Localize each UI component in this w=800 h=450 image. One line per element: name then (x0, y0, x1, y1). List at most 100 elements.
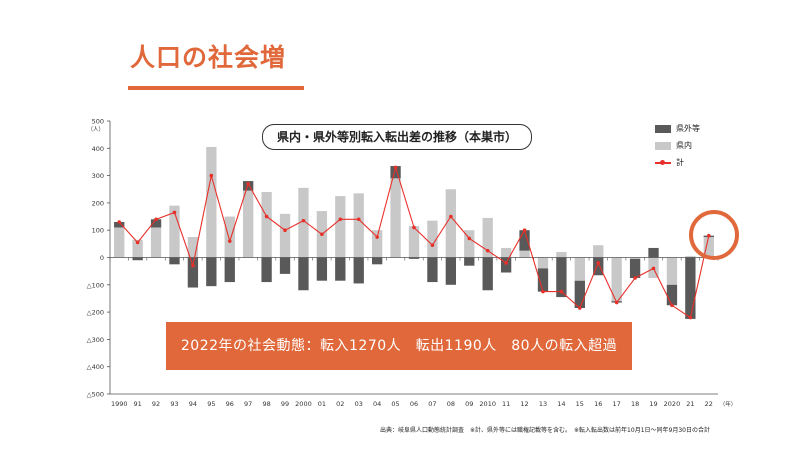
point-total (559, 289, 564, 294)
bar-kennai (187, 237, 199, 258)
bar-kennai (132, 239, 143, 258)
bar-kennai (279, 213, 291, 258)
x-unit-label: （年） (720, 400, 737, 408)
bar-kengai (666, 284, 678, 306)
y-tick-label: 400 (92, 145, 104, 153)
y-tick-label: △400 (87, 363, 104, 371)
point-total (541, 289, 545, 294)
point-total (246, 181, 250, 186)
bar-kennai (353, 193, 364, 258)
y-tick-label: △500 (87, 391, 104, 399)
bar-kengai (353, 257, 364, 284)
bar-kennai (445, 189, 457, 258)
x-tick-label: 19 (649, 400, 657, 408)
point-total (264, 214, 269, 219)
bar-kengai (335, 257, 346, 281)
legend-label-kennai: 県内 (676, 141, 692, 150)
x-tick-label: 99 (281, 400, 289, 408)
bar-kennai (482, 217, 493, 258)
bar-kengai (519, 230, 530, 251)
x-tick-label: 18 (631, 400, 639, 408)
bar-kennai (593, 245, 604, 258)
point-total (504, 261, 508, 265)
x-tick-label: 94 (189, 400, 197, 408)
legend-label-kengai: 県外等 (676, 124, 700, 133)
point-total (449, 214, 453, 219)
bar-kengai (187, 257, 199, 288)
point-total (412, 225, 416, 230)
source-note: 出典：岐阜県人口動態統計調査 ※計、県外等には職権記載等を含む。 ※転入転出数は… (380, 427, 710, 434)
bar-kennai (685, 256, 696, 258)
bar-kennai (150, 227, 162, 258)
x-tick-label: 2000 (295, 400, 312, 408)
bar-kennai (427, 220, 438, 258)
y-tick-label: 300 (92, 172, 104, 180)
point-total (393, 165, 398, 170)
x-tick-label: 16 (594, 400, 602, 408)
bar-kennai (335, 196, 346, 258)
x-tick-label: 03 (355, 400, 363, 408)
point-total (338, 217, 343, 222)
x-tick-label: 22 (705, 400, 713, 408)
x-tick-label: 91 (133, 400, 141, 408)
y-tick-label: △300 (87, 336, 104, 344)
bar-kengai (593, 257, 604, 276)
x-tick-label: 1990 (111, 400, 128, 408)
y-tick-label: △200 (87, 309, 104, 317)
point-total (301, 218, 306, 223)
legend-swatch-kennai (655, 141, 671, 150)
bar-kengai (224, 257, 235, 283)
bar-kennai (464, 230, 475, 258)
bar-kennai (519, 250, 530, 258)
bar-kengai (574, 280, 585, 309)
bar-kengai (556, 257, 567, 298)
bar-kengai (150, 219, 162, 228)
point-total (283, 228, 287, 232)
bar-kennai (371, 230, 383, 258)
bar-kengai (132, 257, 143, 261)
point-total (172, 210, 177, 215)
bar-kennai (206, 146, 217, 258)
bar-kengai (408, 257, 420, 259)
x-tick-label: 17 (613, 400, 621, 408)
point-total (633, 276, 637, 280)
bar-kennai (114, 227, 125, 258)
point-total (356, 217, 361, 222)
x-tick-label: 95 (207, 400, 215, 408)
x-tick-label: 13 (539, 400, 547, 408)
bar-kengai (114, 222, 125, 228)
legend-item-total: 計 (655, 154, 700, 171)
x-tick-label: 01 (318, 400, 326, 408)
bar-kengai (261, 257, 272, 283)
x-tick-label: 2020 (664, 400, 681, 408)
legend-label-total: 計 (676, 158, 684, 167)
bar-kennai (243, 190, 254, 258)
point-total (430, 243, 435, 248)
legend-swatch-kengai (655, 124, 671, 133)
chart-title: 県内・県外等別転入転出差の推移（本巣市） (262, 124, 532, 150)
point-total (596, 261, 601, 265)
bar-kengai (500, 257, 512, 273)
point-total (522, 228, 527, 232)
y-tick-label: 500 (92, 118, 104, 126)
bar-kengai (427, 257, 438, 283)
bar-kengai (648, 247, 659, 258)
bar-kennai (224, 216, 235, 258)
point-total (117, 220, 122, 224)
bar-kennai (169, 205, 180, 258)
legend-item-kengai: 県外等 (655, 120, 700, 137)
x-tick-label: 02 (336, 400, 344, 408)
point-total (485, 248, 490, 253)
slide-title: 人口の社会増 (130, 43, 287, 72)
bar-kengai (482, 257, 493, 291)
x-tick-label: 93 (170, 400, 178, 408)
point-total (320, 232, 324, 237)
x-tick-label: 04 (373, 400, 381, 408)
chart-legend: 県外等 県内 計 (655, 120, 700, 171)
bar-kennai (500, 247, 512, 258)
x-tick-label: 09 (465, 400, 473, 408)
x-tick-label: 15 (576, 400, 584, 408)
x-tick-label: 11 (502, 400, 510, 408)
bar-kennai (556, 252, 567, 258)
